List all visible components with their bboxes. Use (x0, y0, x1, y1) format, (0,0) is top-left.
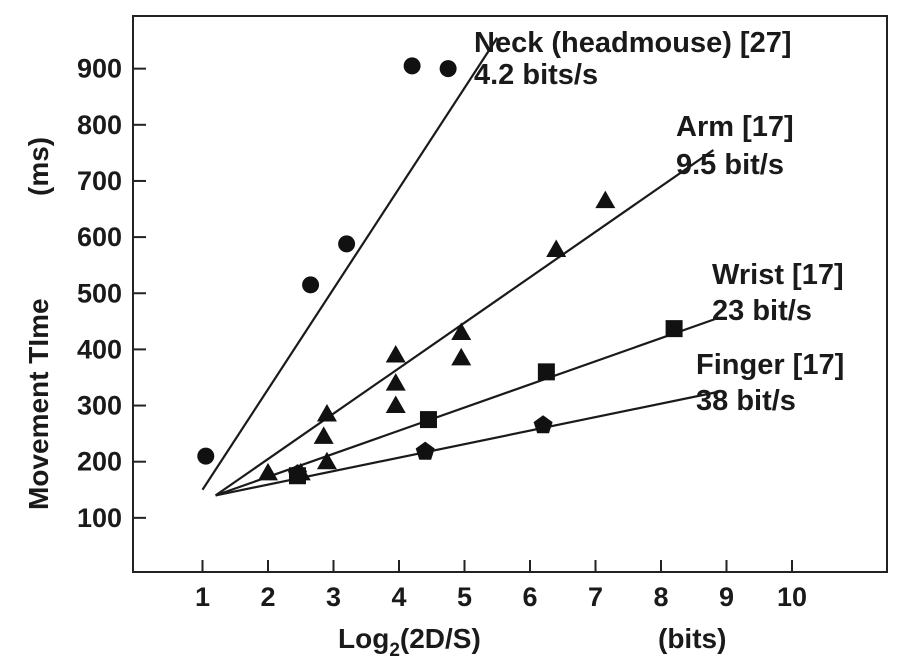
x-tick-label: 4 (391, 582, 406, 612)
x-tick-label: 5 (457, 582, 472, 612)
y-axis-label: Movement TIme (23, 298, 54, 510)
data-point-triangle (385, 345, 406, 363)
y-tick-label: 600 (77, 222, 122, 252)
data-point-circle (439, 60, 457, 78)
series-label-neck: Neck (headmouse) [27] (474, 27, 792, 59)
y-tick-label: 400 (77, 334, 122, 364)
y-tick-label: 200 (77, 447, 122, 477)
fit-line-triangle (214, 149, 715, 497)
x-tick-label: 7 (588, 582, 603, 612)
x-axis-label: Log2(2D/S) (338, 623, 481, 661)
data-point-square (419, 411, 437, 429)
x-tick-label: 9 (719, 582, 734, 612)
series-label-arm: Arm [17] (676, 111, 794, 143)
x-tick-label: 3 (326, 582, 341, 612)
data-point-circle (197, 447, 215, 465)
x-axis-label-rest: (2D/S) (400, 623, 481, 654)
series-rate-arm: 9.5 bit/s (676, 149, 784, 181)
x-tick-label: 1 (195, 582, 210, 612)
data-point-square (665, 320, 683, 338)
x-tick-label: 10 (777, 582, 807, 612)
chart-marks: 1 2 3 4 5 6 7 8 9 10 100 200 300 400 500 600 700 800 900 (77, 37, 807, 612)
y-tick-label: 700 (77, 166, 122, 196)
series-rate-finger: 38 bit/s (696, 385, 796, 417)
fit-line-circle (201, 37, 499, 491)
data-point-triangle (451, 347, 472, 366)
series-label-finger: Finger [17] (696, 349, 844, 381)
x-tick-label: 8 (653, 582, 668, 612)
x-axis-unit: (bits) (658, 623, 726, 654)
y-tick-label: 500 (77, 278, 122, 308)
data-point-pentagon (288, 464, 307, 483)
data-point-triangle (595, 190, 616, 209)
data-point-triangle (258, 462, 278, 481)
x-tick-label: 6 (522, 582, 537, 612)
data-point-triangle (316, 403, 337, 422)
x-axis-label-log: Log (338, 623, 389, 654)
data-point-circle (403, 57, 421, 75)
series-label-wrist: Wrist [17] (712, 259, 844, 291)
data-point-triangle (451, 322, 472, 341)
data-point-square (537, 363, 555, 381)
data-point-pentagon (415, 441, 435, 460)
data-point-triangle (385, 395, 406, 414)
data-point-circle (302, 276, 320, 294)
y-tick-label: 100 (77, 503, 122, 533)
y-tick-label: 800 (77, 110, 122, 140)
x-axis-label-subscript: 2 (389, 640, 400, 661)
series-rate-neck: 4.2 bits/s (474, 59, 598, 91)
data-point-pentagon (533, 415, 553, 434)
data-point-circle (338, 235, 356, 253)
data-point-triangle (546, 239, 567, 257)
data-point-triangle (313, 426, 334, 444)
y-tick-label: 900 (77, 54, 122, 84)
data-point-triangle (385, 373, 406, 391)
x-tick-label: 2 (260, 582, 275, 612)
y-tick-label: 300 (77, 391, 122, 421)
data-point-triangle (316, 451, 337, 470)
y-axis-unit: (ms) (23, 137, 54, 196)
series-rate-wrist: 23 bit/s (712, 295, 812, 327)
